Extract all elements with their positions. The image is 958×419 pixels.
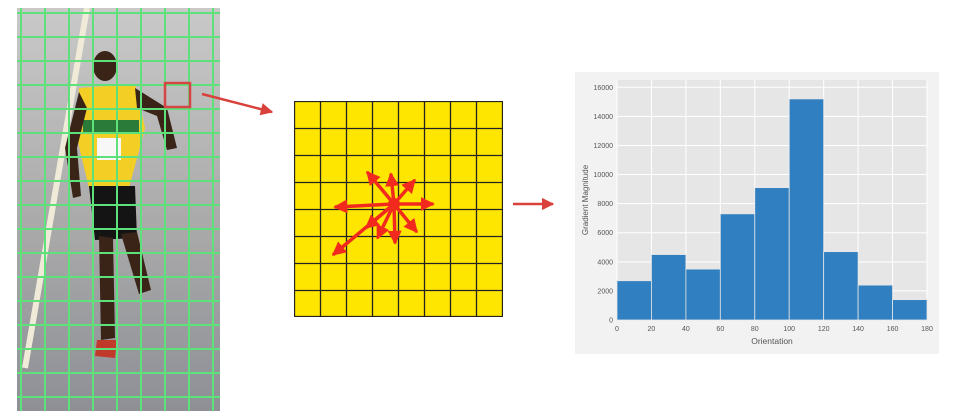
x-tick-label: 160 — [887, 326, 899, 333]
histogram-bars — [616, 98, 928, 321]
y-tick-label: 12000 — [594, 143, 614, 150]
x-tick-label: 0 — [615, 326, 619, 333]
x-tick-label: 60 — [716, 326, 724, 333]
gradient-arrow — [387, 202, 402, 245]
histogram-bar — [823, 251, 859, 321]
gradient-arrow — [376, 202, 396, 240]
x-tick-labels: 0 20 40 60 80 100 120 140 160 180 — [615, 326, 933, 333]
y-tick-label: 0 — [609, 318, 613, 325]
runner-photo-grid — [17, 8, 220, 411]
histogram-bar — [719, 213, 756, 321]
y-tick-label: 10000 — [594, 172, 614, 179]
gradient-arrow — [366, 170, 396, 206]
histogram-bar — [892, 299, 928, 321]
zoomed-cell-grid — [294, 101, 503, 317]
histogram-bar — [857, 284, 893, 321]
y-tick-label: 6000 — [597, 230, 613, 237]
x-tick-label: 140 — [852, 326, 864, 333]
gradient-arrow — [333, 199, 396, 214]
histogram-bar — [788, 98, 825, 321]
x-tick-label: 120 — [818, 326, 830, 333]
x-tick-label: 40 — [682, 326, 690, 333]
x-tick-label: 180 — [921, 326, 933, 333]
x-tick-label: 20 — [648, 326, 656, 333]
histogram-bar — [616, 280, 652, 321]
x-tick-label: 80 — [751, 326, 759, 333]
x-tick-label: 100 — [783, 326, 795, 333]
y-tick-label: 2000 — [597, 288, 613, 295]
x-axis-label: Orientation — [751, 336, 793, 346]
gradient-origin — [388, 198, 400, 210]
y-tick-label: 8000 — [597, 201, 613, 208]
histogram-bar — [651, 254, 687, 321]
histogram-bar — [685, 268, 721, 321]
y-tick-label: 16000 — [594, 85, 614, 92]
track-lane-line — [22, 8, 90, 369]
y-tick-labels: 0 2000 4000 6000 8000 10000 12000 14000 16000 — [594, 85, 614, 325]
histogram-bar — [754, 187, 790, 321]
y-axis-label: Gradient Magnitude — [581, 164, 590, 235]
cell-grid — [17, 8, 220, 411]
y-tick-label: 14000 — [594, 114, 614, 121]
orientation-histogram: 0 2000 4000 6000 8000 10000 12000 14000 16000 0 2… — [575, 72, 939, 354]
selected-cell-highlight — [163, 81, 192, 109]
gradient-arrows — [331, 170, 435, 256]
y-tick-label: 4000 — [597, 259, 613, 266]
